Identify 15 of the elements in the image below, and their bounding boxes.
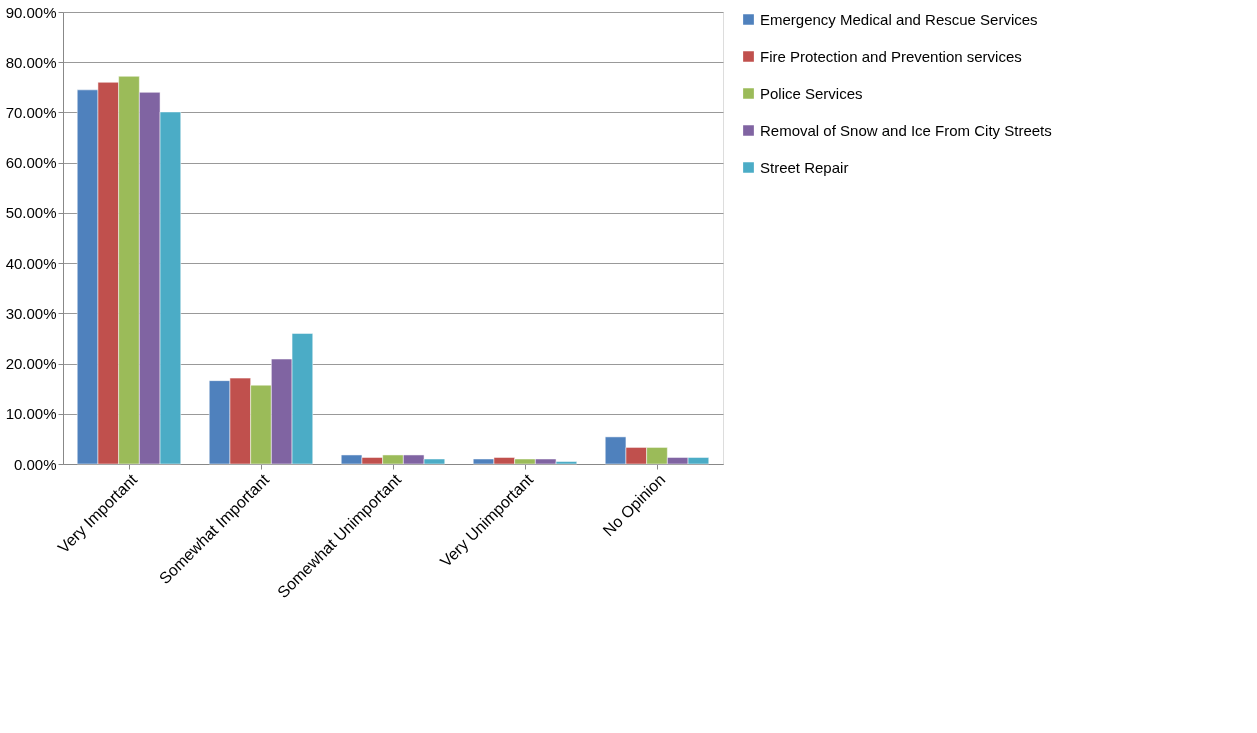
legend-label: Street Repair — [760, 158, 849, 176]
y-tick-label: 10.00% — [5, 405, 57, 423]
y-tick-label: 40.00% — [5, 254, 57, 272]
y-tick-label: 20.00% — [5, 355, 57, 373]
legend-label: Removal of Snow and Ice From City Streets — [760, 121, 1052, 139]
legend-label: Fire Protection and Prevention services — [760, 47, 1022, 65]
y-tick-label: 90.00% — [5, 3, 57, 21]
legend-label: Police Services — [760, 84, 863, 102]
y-tick-label: 50.00% — [5, 204, 57, 222]
y-tick-label: 0.00% — [13, 455, 57, 473]
y-tick-label: 70.00% — [5, 103, 57, 121]
y-tick-label: 60.00% — [5, 154, 57, 172]
y-tick-label: 30.00% — [5, 304, 57, 322]
y-tick-label: 80.00% — [5, 53, 57, 71]
legend-label: Emergency Medical and Rescue Services — [760, 10, 1038, 28]
